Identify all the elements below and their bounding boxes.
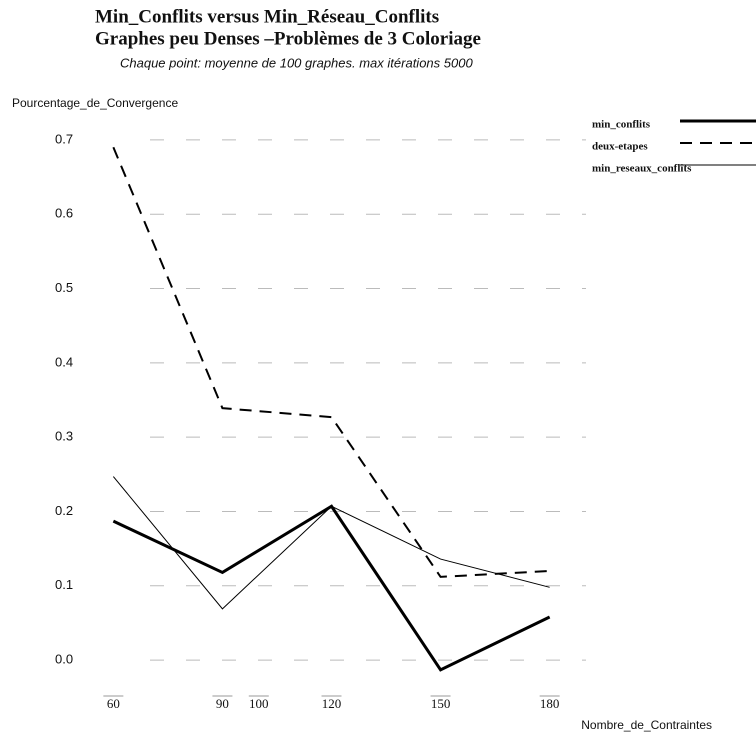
y-tick-label: 0.6 [55, 206, 73, 221]
chart-title: Min_Conflits versus Min_Réseau_Conflits [95, 6, 439, 27]
y-tick-label: 0.5 [55, 280, 73, 295]
x-tick-label: 150 [431, 696, 451, 711]
x-tick-label: 100 [249, 696, 269, 711]
legend-label: min_reseaux_conflits [592, 163, 692, 175]
y-tick-label: 0.2 [55, 503, 73, 518]
y-axis-label: Pourcentage_de_Convergence [12, 96, 178, 110]
x-tick-label: 120 [322, 696, 342, 711]
series-line [112, 146, 550, 578]
x-tick-label: 60 [107, 696, 120, 711]
x-axis-label: Nombre_de_Contraintes [581, 718, 712, 732]
chart-note: Chaque point: moyenne de 100 graphes. ma… [120, 55, 473, 70]
series-line [112, 504, 551, 672]
y-tick-label: 0.7 [55, 131, 73, 146]
chart-subtitle: Graphes peu Denses –Problèmes de 3 Color… [95, 28, 481, 49]
y-tick-label: 0.4 [55, 354, 73, 369]
y-tick-label: 0.0 [55, 652, 73, 667]
x-tick-label: 180 [540, 696, 560, 711]
y-tick-label: 0.3 [55, 429, 73, 444]
series-line [112, 476, 550, 610]
legend-label: deux-etapes [592, 141, 648, 153]
legend-label: min_conflits [592, 119, 651, 131]
x-tick-label: 90 [216, 696, 229, 711]
y-tick-label: 0.1 [55, 577, 73, 592]
